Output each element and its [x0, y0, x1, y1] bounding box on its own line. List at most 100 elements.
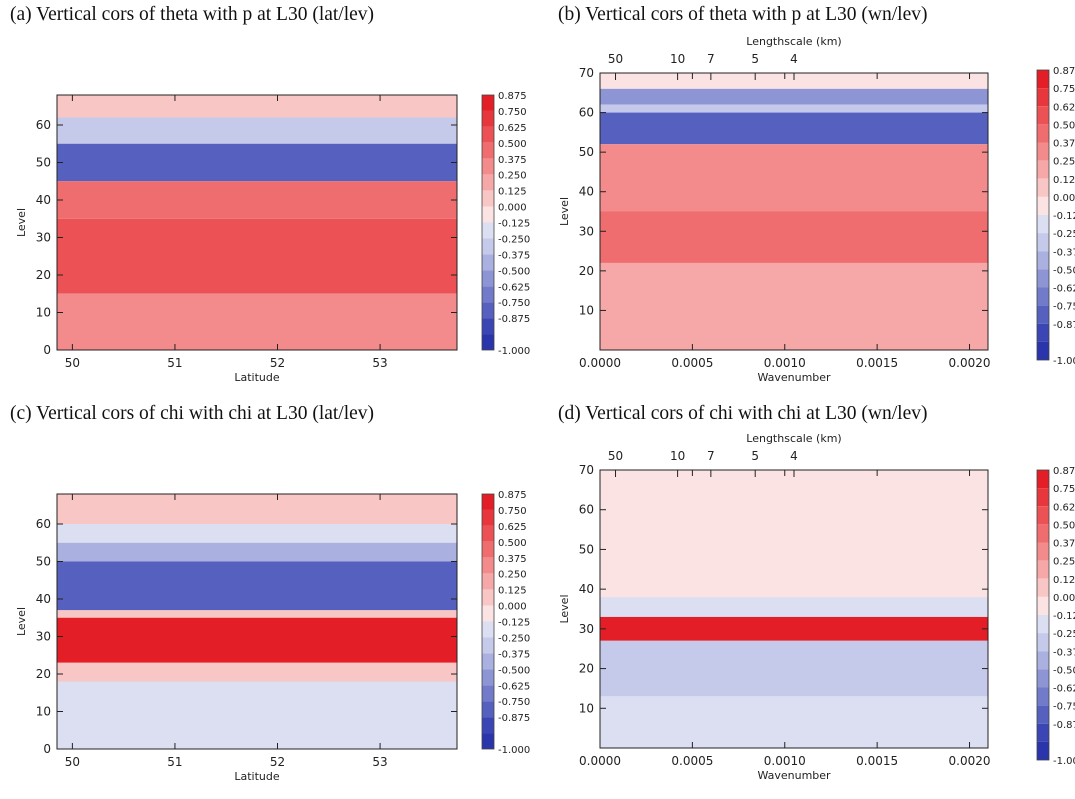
colorbar-label-b-8: -0.125: [1053, 211, 1075, 222]
xtick-label-a-0: 50: [65, 356, 80, 370]
colorbar-label-d-13: -0.750: [1053, 702, 1075, 713]
colorbar-label-b-11: -0.500: [1053, 265, 1075, 276]
top-tick-label-b-0: 50: [608, 52, 623, 66]
colorbar-label-a-5: 0.250: [498, 171, 527, 182]
colorbar-label-d-6: 0.125: [1053, 575, 1075, 586]
xtick-label-c-0: 50: [65, 755, 80, 769]
ytick-label-c-1: 10: [36, 705, 51, 719]
xlabel-b: Wavenumber: [757, 371, 831, 384]
ytick-label-d-6: 70: [579, 463, 594, 477]
colorbar-label-b-5: 0.250: [1053, 157, 1075, 168]
ytick-label-d-5: 60: [579, 503, 594, 517]
ytick-label-a-3: 30: [36, 231, 51, 245]
band-a-2: [57, 143, 457, 182]
panel-b-title: (b) Vertical cors of theta with p at L30…: [558, 4, 928, 25]
ytick-label-d-2: 30: [579, 622, 594, 636]
xlabel-d: Wavenumber: [757, 769, 831, 782]
band-c-6: [57, 662, 457, 682]
ytick-label-b-6: 70: [579, 66, 594, 80]
colorbar-frame-d: [1036, 469, 1050, 761]
colorbar-swatch-c-1: [482, 509, 494, 526]
colorbar-label-c-14: -0.875: [498, 713, 530, 724]
colorbar-label-d-12: -0.625: [1053, 684, 1075, 695]
ytick-label-b-4: 50: [579, 145, 594, 159]
colorbar-swatch-b-0: [1037, 70, 1049, 89]
colorbar-swatch-a-9: [482, 238, 494, 255]
colorbar-swatch-c-13: [482, 701, 494, 718]
colorbar-label-a-7: 0.000: [498, 203, 527, 214]
colorbar-swatch-d-5: [1037, 560, 1049, 579]
ytick-label-b-1: 20: [579, 264, 594, 278]
colorbar-label-b-2: 0.625: [1053, 102, 1075, 113]
colorbar-label-c-4: 0.375: [498, 554, 527, 565]
colorbar-label-a-12: -0.625: [498, 282, 530, 293]
colorbar-swatch-b-6: [1037, 178, 1049, 197]
colorbar-label-c-1: 0.750: [498, 506, 527, 517]
plot-frame-c: [56, 493, 458, 750]
colorbar-swatch-c-10: [482, 653, 494, 670]
colorbar-swatch-d-7: [1037, 596, 1049, 615]
band-b-5: [600, 211, 988, 263]
colorbar-label-b-12: -0.625: [1053, 284, 1075, 295]
ytick-label-c-0: 0: [43, 742, 51, 756]
colorbar-frame-b: [1036, 69, 1050, 361]
top-axis-label-b: Lengthscale (km): [746, 35, 841, 48]
panel-b: 0.0000 0.0005 0.0010 0.0015 0.00201020304050…: [558, 35, 1075, 384]
ytick-label-b-5: 60: [579, 106, 594, 120]
ytick-label-c-4: 40: [36, 592, 51, 606]
ytick-label-b-0: 10: [579, 303, 594, 317]
xlabel-c: Latitude: [234, 770, 280, 783]
colorbar-swatch-b-8: [1037, 215, 1049, 234]
colorbar-label-a-11: -0.500: [498, 266, 530, 277]
panel-d: 0.0000 0.0005 0.0010 0.0015 0.00201020304050…: [558, 432, 1075, 782]
colorbar-swatch-b-13: [1037, 305, 1049, 324]
colorbar-label-d-10: -0.375: [1053, 647, 1075, 658]
colorbar-label-c-11: -0.500: [498, 665, 530, 676]
panel-d-title: (d) Vertical cors of chi with chi at L30…: [558, 403, 928, 424]
ytick-label-a-6: 60: [36, 118, 51, 132]
band-d-0: [600, 470, 988, 598]
ytick-label-a-2: 20: [36, 268, 51, 282]
colorbar-swatch-a-2: [482, 126, 494, 143]
xtick-label-b-2: 0.0010: [764, 356, 806, 370]
colorbar-swatch-c-11: [482, 669, 494, 686]
colorbar-label-d-0: 0.875: [1053, 466, 1075, 477]
colorbar-label-d-8: -0.125: [1053, 611, 1075, 622]
colorbar-swatch-b-14: [1037, 323, 1049, 342]
colorbar-swatch-d-15: [1037, 741, 1049, 760]
colorbar-label-d-4: 0.375: [1053, 539, 1075, 550]
colorbar-label-d-14: -0.875: [1053, 720, 1075, 731]
xtick-label-b-0: 0.0000: [579, 356, 621, 370]
colorbar-swatch-c-6: [482, 589, 494, 606]
panel-a: 50 51 52 53 0 10 20 30 40 50 60 Latitude Level 0.875 0…: [15, 91, 530, 384]
band-a-1: [57, 117, 457, 144]
colorbar-label-d-5: 0.250: [1053, 557, 1075, 568]
band-b-3: [600, 112, 988, 145]
colorbar-swatch-b-11: [1037, 269, 1049, 288]
colorbar-swatch-a-4: [482, 158, 494, 175]
xtick-label-a-3: 53: [372, 356, 387, 370]
colorbar-swatch-d-6: [1037, 578, 1049, 597]
colorbar-swatch-a-0: [482, 95, 494, 111]
xtick-label-c-2: 52: [270, 755, 285, 769]
band-c-5: [57, 617, 457, 663]
colorbar-label-d-15: -1.000: [1053, 756, 1075, 767]
colorbar-swatch-c-4: [482, 557, 494, 574]
colorbar-label-b-4: 0.375: [1053, 139, 1075, 150]
band-d-1: [600, 597, 988, 617]
colorbar-swatch-a-11: [482, 270, 494, 287]
colorbar-swatch-a-12: [482, 286, 494, 303]
ytick-label-c-6: 60: [36, 517, 51, 531]
colorbar-swatch-a-1: [482, 110, 494, 127]
ylabel-c: Level: [15, 607, 28, 636]
band-d-4: [600, 696, 988, 748]
top-tick-label-d-1: 10: [670, 449, 685, 463]
colorbar-swatch-a-15: [482, 334, 494, 350]
top-tick-label-b-2: 7: [707, 52, 715, 66]
colorbar-frame-c: [481, 493, 495, 750]
colorbar-label-d-2: 0.625: [1053, 502, 1075, 513]
band-b-4: [600, 144, 988, 212]
xtick-label-a-2: 52: [270, 356, 285, 370]
top-axis-label-d: Lengthscale (km): [746, 432, 841, 445]
colorbar-label-a-2: 0.625: [498, 123, 527, 134]
